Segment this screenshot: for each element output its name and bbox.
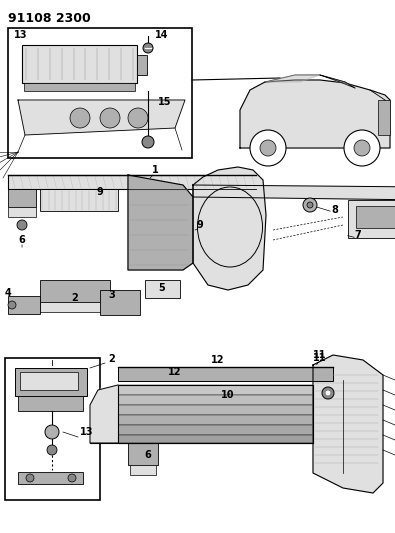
Text: 5: 5 [159, 283, 166, 293]
Polygon shape [320, 75, 355, 88]
Bar [118, 367, 333, 381]
Text: 8: 8 [331, 205, 339, 215]
Text: 9: 9 [197, 220, 203, 230]
Polygon shape [313, 355, 383, 493]
Circle shape [143, 43, 153, 53]
Bar [118, 405, 313, 415]
Bar [8, 189, 36, 207]
Bar [100, 290, 140, 315]
Text: 6: 6 [19, 235, 25, 245]
Circle shape [303, 198, 317, 212]
Text: 15: 15 [158, 97, 171, 107]
Circle shape [17, 220, 27, 230]
Bar [356, 206, 395, 228]
Bar [40, 189, 118, 211]
Bar [145, 280, 180, 298]
Bar [5, 358, 100, 500]
Bar [18, 472, 83, 484]
Circle shape [250, 130, 286, 166]
Text: 91108 2300: 91108 2300 [8, 12, 91, 25]
Circle shape [354, 140, 370, 156]
Text: 2: 2 [71, 293, 78, 303]
Circle shape [322, 387, 334, 399]
Circle shape [8, 301, 16, 309]
Text: 9: 9 [97, 187, 103, 197]
Polygon shape [193, 185, 395, 200]
Circle shape [26, 474, 34, 482]
Text: 13: 13 [80, 427, 94, 437]
Text: 10: 10 [221, 390, 235, 400]
Bar [137, 55, 147, 75]
Bar [15, 368, 87, 396]
Text: 12: 12 [211, 355, 225, 365]
Circle shape [344, 130, 380, 166]
Bar [8, 207, 36, 217]
Circle shape [326, 391, 330, 395]
Bar [118, 425, 313, 435]
Circle shape [307, 202, 313, 208]
Bar [20, 372, 78, 390]
Bar [40, 280, 110, 302]
Bar [8, 28, 192, 158]
Text: 11: 11 [313, 350, 327, 360]
Polygon shape [128, 175, 193, 270]
Text: 12: 12 [168, 367, 182, 377]
Bar [348, 200, 395, 238]
Bar [8, 175, 256, 189]
Polygon shape [240, 80, 390, 148]
Bar [378, 100, 390, 135]
Text: 4: 4 [5, 288, 11, 298]
Text: 7: 7 [355, 230, 361, 240]
Circle shape [47, 445, 57, 455]
Bar [8, 296, 40, 314]
Bar [128, 443, 158, 465]
Bar [118, 435, 313, 443]
Circle shape [45, 425, 59, 439]
Bar [22, 45, 137, 83]
Circle shape [142, 136, 154, 148]
Text: 1: 1 [152, 165, 158, 175]
Bar [118, 385, 313, 443]
Circle shape [260, 140, 276, 156]
Polygon shape [193, 167, 266, 290]
Circle shape [128, 108, 148, 128]
Text: 13: 13 [14, 30, 28, 40]
Bar [18, 396, 83, 411]
Circle shape [100, 108, 120, 128]
Text: 3: 3 [109, 290, 115, 300]
Bar [118, 385, 313, 395]
Bar [24, 83, 135, 91]
Polygon shape [18, 100, 185, 135]
Bar [118, 395, 313, 405]
Polygon shape [90, 385, 118, 443]
Circle shape [70, 108, 90, 128]
Bar [130, 465, 156, 475]
Circle shape [68, 474, 76, 482]
Bar [40, 302, 110, 312]
Text: 2: 2 [108, 354, 115, 364]
Text: 6: 6 [145, 450, 151, 460]
Text: 14: 14 [155, 30, 169, 40]
Bar [118, 415, 313, 425]
Text: 11: 11 [313, 353, 327, 363]
Polygon shape [265, 75, 320, 82]
